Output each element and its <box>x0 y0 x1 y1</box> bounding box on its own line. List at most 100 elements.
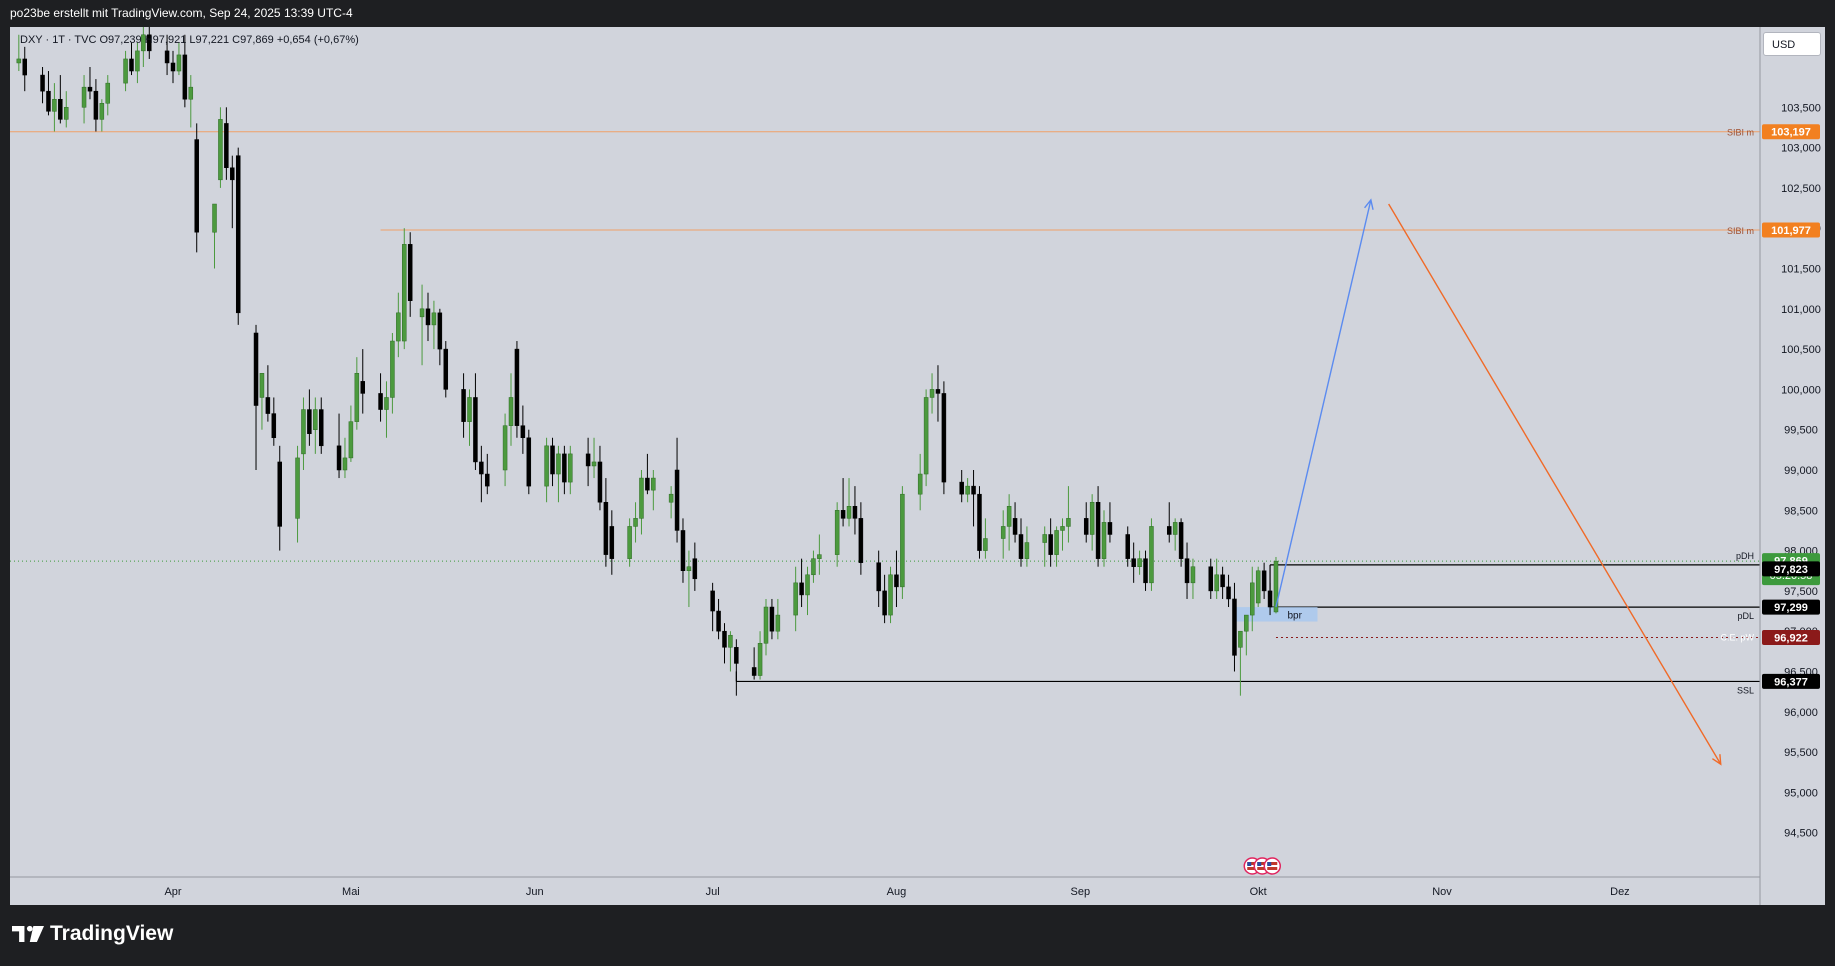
candle-body <box>230 167 235 181</box>
candle-body <box>935 389 941 394</box>
candle-body <box>473 397 478 463</box>
candle-body <box>959 481 964 495</box>
candle-body <box>360 381 366 394</box>
y-tick-label: 103,000 <box>1781 143 1821 155</box>
candle-body <box>639 477 644 519</box>
price-badge-pdh-value: 97,823 <box>1774 564 1808 576</box>
price-badge-ce-pw-value: 96,922 <box>1774 632 1808 644</box>
candle-body <box>224 123 229 168</box>
price-badge-ssl-bg <box>1762 673 1820 689</box>
price-badge-sibi-103-bg <box>1762 124 1820 140</box>
candle-body <box>396 312 401 342</box>
level-label-pdh: pDH <box>1736 551 1754 561</box>
candle-body <box>929 389 935 398</box>
chart-area[interactable]: bpr SIBI m SIBI m pDH pDL C.E. pW SSL Apr Mai Jun… <box>10 27 1825 905</box>
candle-body <box>1214 574 1219 592</box>
candle-body <box>651 477 656 491</box>
plot-layer: bpr <box>10 27 1760 766</box>
candle-body <box>775 614 781 632</box>
candle-body <box>1089 501 1095 535</box>
candle-body <box>342 457 348 471</box>
y-tick-label: 96,000 <box>1784 707 1818 719</box>
candle-body <box>271 413 277 439</box>
candle-body <box>313 409 318 430</box>
candle-body <box>894 574 899 588</box>
candle-body <box>544 445 549 487</box>
candle-body <box>526 437 532 487</box>
candle-body <box>265 397 271 414</box>
level-label-ssl: SSL <box>1737 685 1754 695</box>
price-chart[interactable]: bpr SIBI m SIBI m pDH pDL C.E. pW SSL Apr Mai Jun… <box>10 27 1825 905</box>
price-badge-pdh-bg <box>1762 561 1820 577</box>
candle-body <box>846 506 852 519</box>
level-label-pdl: pDL <box>1737 611 1754 621</box>
candle-body <box>722 630 727 648</box>
y-tick-label: 95,500 <box>1784 747 1818 759</box>
candle-body <box>668 493 674 503</box>
candle-body <box>1107 522 1113 535</box>
candle-body <box>1244 614 1249 632</box>
bottom-bar <box>0 905 1835 966</box>
candle-body <box>983 538 988 551</box>
currency-button[interactable]: USD <box>1763 32 1821 56</box>
bpr-zone <box>1234 607 1318 622</box>
candle-body <box>64 107 69 120</box>
candle-body <box>1000 526 1006 539</box>
candle-body <box>710 590 715 612</box>
candle-body <box>1261 570 1267 592</box>
candle-body <box>253 332 259 406</box>
x-tick-label: Okt <box>1250 886 1267 898</box>
candle-body <box>514 348 520 426</box>
candle-body <box>728 634 733 648</box>
bpr-label: bpr <box>1287 611 1302 622</box>
x-tick-label: Jul <box>706 886 720 898</box>
y-tick-label: 100,500 <box>1781 344 1821 356</box>
candle-body <box>1012 518 1018 535</box>
candle-body <box>793 582 798 616</box>
projection-arrow-up-head <box>1364 198 1374 210</box>
brand-name: TradingView <box>50 922 174 945</box>
candle-body <box>817 554 822 559</box>
candle-body <box>46 90 51 112</box>
candle-body <box>1273 560 1279 613</box>
candle-body <box>597 461 603 503</box>
price-badge-pdl-bg <box>1762 599 1820 615</box>
candle-body <box>93 90 99 120</box>
candle-body <box>218 119 223 181</box>
candle-body <box>390 340 395 398</box>
candle-body <box>336 445 342 471</box>
candle-body <box>105 82 111 104</box>
candle-body <box>692 558 698 580</box>
x-tick-label: Nov <box>1432 886 1452 898</box>
candle-body <box>965 485 970 495</box>
candle-body <box>188 86 194 100</box>
tradingview-logo[interactable]: TradingView <box>12 922 173 946</box>
candle-body <box>686 566 692 571</box>
candle-body <box>562 453 567 483</box>
candle-body <box>170 62 176 72</box>
candle-body <box>129 58 134 72</box>
candle-body <box>971 485 976 495</box>
price-badge-ce-pw-bg <box>1762 629 1820 645</box>
candle-body <box>1172 522 1178 535</box>
symbol-ohlc-legend[interactable]: DXY · 1T · TVC O97,239 H97,921 L97,221 C… <box>20 34 359 46</box>
level-label-sibim: SIBI m <box>1727 226 1754 236</box>
candle-body <box>757 643 763 676</box>
price-badge-pdl-value: 97,299 <box>1774 602 1808 614</box>
candle-body <box>763 606 769 644</box>
candle-body <box>135 50 140 72</box>
candle-body <box>1131 558 1136 567</box>
candle-body <box>259 373 265 398</box>
candle-body <box>751 667 757 676</box>
price-badge-sibi-103-value: 103,197 <box>1771 127 1811 139</box>
candle-body <box>917 473 923 495</box>
candle-body <box>1083 518 1089 535</box>
candle-body <box>443 348 449 390</box>
y-tick-label: 103,500 <box>1781 102 1821 114</box>
candle-body <box>402 244 407 342</box>
candle-body <box>680 530 686 572</box>
x-tick-label: Sep <box>1071 886 1091 898</box>
us-flag-event-icon <box>1263 857 1282 875</box>
candle-body <box>811 558 816 576</box>
candle-body <box>1184 558 1190 584</box>
